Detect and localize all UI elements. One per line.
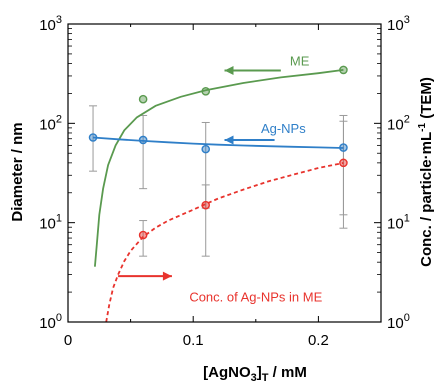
me-point [201, 87, 211, 96]
y-axis-title-right: Conc. / particle·mL-1 (TEM) [417, 77, 435, 267]
x-tick-label: 0.1 [183, 332, 204, 349]
error-bars [89, 105, 348, 257]
fit-curves [92, 69, 344, 323]
ag-nps-point [339, 143, 348, 152]
x-tick-label: 0.2 [308, 332, 329, 349]
ag-nps-fit-line [92, 136, 344, 149]
data-points [88, 65, 348, 240]
ag-nps-point [88, 133, 98, 142]
conc-of-ag-nps-in-me-point [201, 200, 211, 210]
me-arrow-head [224, 66, 234, 76]
conc-of-ag-nps-in-me-arrow-head [162, 271, 172, 281]
y-tick-label-left: 103 [39, 14, 62, 34]
conc-of-ag-nps-in-me-fit-line [105, 162, 344, 323]
y-tick-label-left: 102 [39, 113, 62, 133]
series-arrows [118, 66, 281, 281]
y-tick-label-right: 102 [387, 113, 410, 133]
y-tick-label-right: 101 [387, 213, 410, 233]
y-tick-label-left: 101 [39, 213, 62, 233]
y-tick-label-left: 100 [39, 312, 62, 332]
ag-nps-arrow-head [224, 135, 234, 145]
ag-nps-point [201, 144, 211, 154]
ag-nps-point [138, 135, 148, 145]
x-axis-title: [AgNO3]T / mM [203, 364, 307, 384]
y-axis-title-left: Diameter / nm [9, 122, 26, 221]
plot-frame [67, 23, 382, 323]
me-fit-line [94, 69, 344, 267]
y-tick-label-right: 100 [387, 312, 410, 332]
me-point [138, 94, 148, 104]
ag-nps-series-label: Ag-NPs [261, 121, 306, 136]
me-point [339, 65, 348, 75]
conc-of-ag-nps-in-me-series-label: Conc. of Ag-NPs in ME [189, 290, 322, 305]
axes: 0 0.1 0.2 100 100 101 101 102 102 103 103 [39, 14, 410, 349]
conc-of-ag-nps-in-me-point [339, 158, 348, 168]
x-tick-label: 0 [64, 332, 72, 349]
conc-of-ag-nps-in-me-point [138, 230, 148, 240]
y-tick-label-right: 103 [387, 14, 410, 34]
me-series-label: ME [290, 54, 310, 69]
series-labels: ME Ag-NPs Conc. of Ag-NPs in ME [189, 54, 322, 305]
